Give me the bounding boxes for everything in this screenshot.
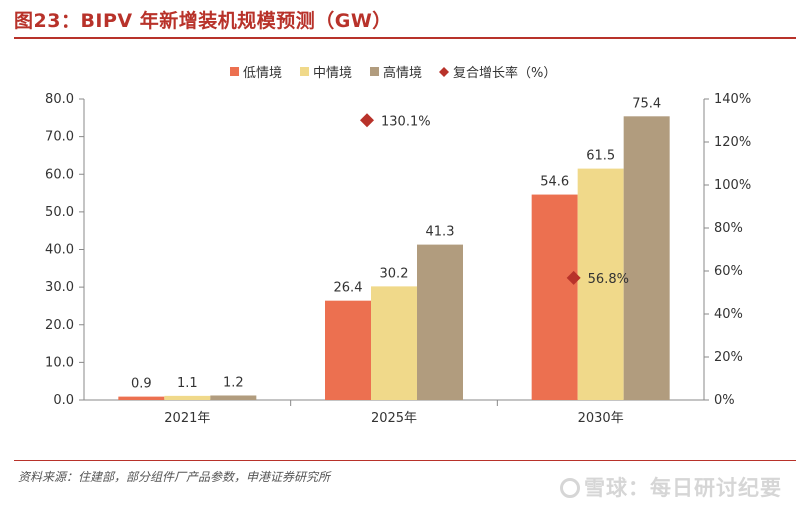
bar-value-label: 1.1 bbox=[177, 376, 198, 391]
growth-marker-2 bbox=[360, 113, 374, 128]
left-tick-label: 10.0 bbox=[45, 355, 74, 370]
right-tick-label: 0% bbox=[714, 393, 735, 408]
bar-value-label: 61.5 bbox=[586, 149, 615, 164]
right-tick-label: 80% bbox=[714, 221, 743, 236]
bar-3-1 bbox=[210, 395, 257, 400]
legend-label: 高情境 bbox=[383, 65, 422, 81]
right-tick-label: 20% bbox=[714, 350, 743, 365]
left-tick-label: 50.0 bbox=[45, 205, 74, 220]
growth-value-label: 56.8% bbox=[588, 272, 629, 287]
left-tick-label: 20.0 bbox=[45, 318, 74, 333]
source-note: 资料来源：住建部，部分组件厂产品参数，申港证券研究所 bbox=[18, 470, 331, 484]
watermark: 雪球：每日研讨纪要 bbox=[560, 472, 782, 502]
snowball-logo-icon bbox=[560, 478, 580, 498]
legend-swatch-3 bbox=[370, 67, 379, 76]
x-tick-label: 2025年 bbox=[371, 411, 417, 426]
bar-3-2 bbox=[417, 244, 463, 400]
bar-2-1 bbox=[164, 395, 211, 400]
bar-2-2 bbox=[371, 286, 417, 400]
left-tick-label: 60.0 bbox=[45, 167, 74, 182]
legend-label: 低情境 bbox=[243, 66, 282, 81]
bar-value-label: 54.6 bbox=[540, 175, 569, 190]
watermark-text: 雪球：每日研讨纪要 bbox=[584, 476, 782, 500]
legend-label: 中情境 bbox=[313, 66, 352, 81]
bar-1-1 bbox=[118, 396, 165, 400]
legend-swatch-1 bbox=[230, 67, 239, 76]
bar-1-2 bbox=[325, 300, 371, 400]
right-tick-label: 40% bbox=[714, 307, 743, 322]
bar-value-label: 41.3 bbox=[426, 225, 455, 240]
legend-label: 复合增长率（%） bbox=[453, 65, 556, 81]
right-tick-label: 100% bbox=[714, 178, 751, 193]
footer-rule bbox=[14, 460, 796, 461]
bar-value-label: 26.4 bbox=[334, 281, 363, 296]
bar-2-3 bbox=[577, 168, 624, 400]
left-tick-label: 40.0 bbox=[45, 243, 74, 258]
growth-value-label: 130.1% bbox=[381, 114, 431, 129]
title-rule bbox=[14, 37, 796, 39]
growth-marker-3 bbox=[566, 270, 581, 285]
legend-swatch-2 bbox=[300, 67, 309, 76]
right-tick-label: 120% bbox=[714, 135, 751, 150]
left-tick-label: 0.0 bbox=[53, 393, 74, 408]
bar-value-label: 0.9 bbox=[131, 377, 152, 392]
bar-1-3 bbox=[531, 194, 578, 400]
figure-title: 图23：BIPV 年新增装机规模预测（GW） bbox=[14, 10, 392, 32]
left-tick-label: 80.0 bbox=[45, 92, 74, 107]
left-tick-label: 30.0 bbox=[45, 280, 74, 295]
bar-value-label: 1.2 bbox=[223, 375, 244, 390]
legend-swatch-growth bbox=[439, 67, 449, 77]
x-tick-label: 2021年 bbox=[164, 411, 210, 426]
x-tick-label: 2030年 bbox=[578, 411, 624, 426]
right-tick-label: 60% bbox=[714, 264, 743, 279]
bar-value-label: 30.2 bbox=[380, 266, 409, 281]
left-tick-label: 70.0 bbox=[45, 130, 74, 145]
bar-3-3 bbox=[623, 116, 670, 401]
bar-chart: 0.0 10.0 20.0 30.0 40.0 50.0 60.0 70.0 80.0 0% 20%… bbox=[45, 65, 751, 426]
bar-value-label: 75.4 bbox=[632, 96, 661, 111]
right-tick-label: 140% bbox=[714, 92, 751, 107]
